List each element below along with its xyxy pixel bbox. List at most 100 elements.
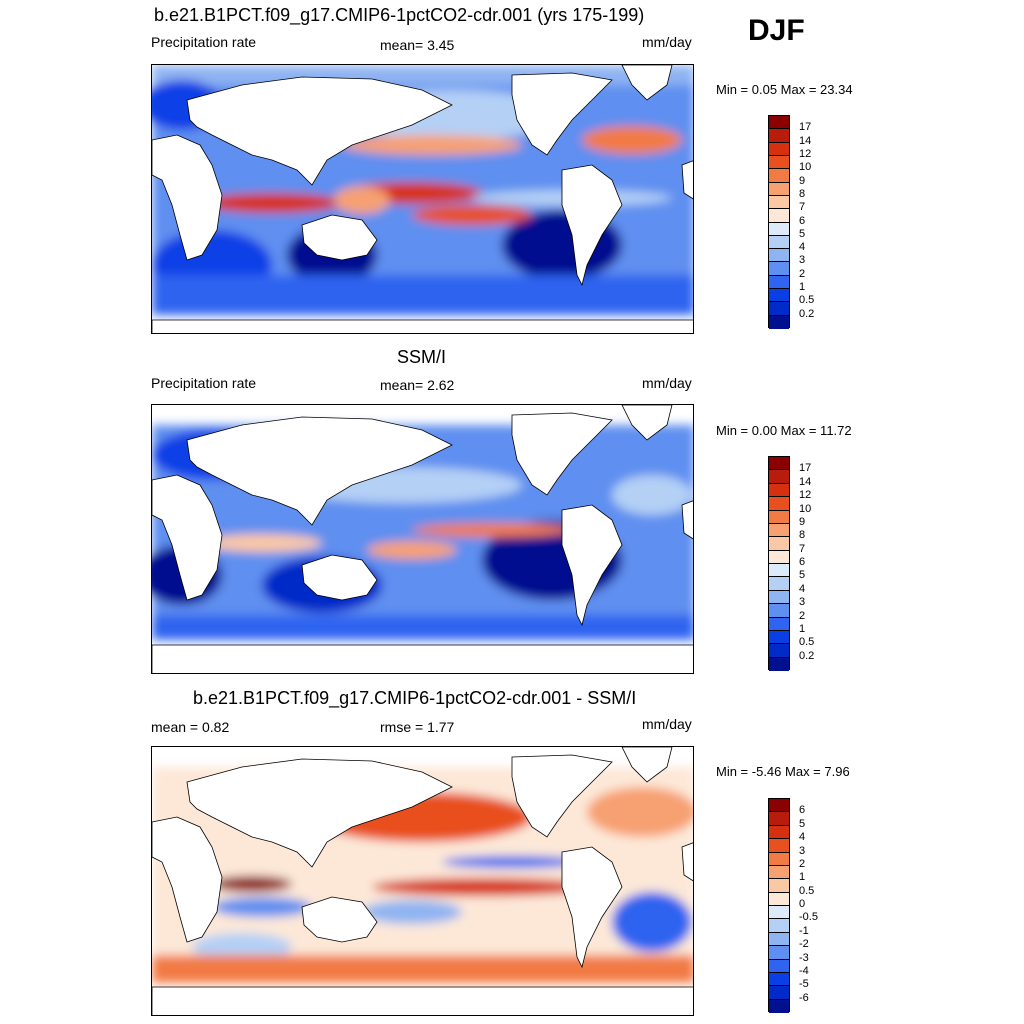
colorbar-tick-label: 10 [799,161,812,174]
colorbar-tick-label: 5 [799,227,806,240]
colorbar-tick-label: 3 [799,844,806,857]
panel-1-units-label: mm/day [642,34,692,50]
colorbar-swatch [769,222,789,236]
colorbar-tick-label: 9 [799,515,806,528]
colorbar-swatch [769,799,789,813]
colorbar-tick-label: 2 [799,267,806,280]
colorbar-tick-label: 0.5 [799,294,815,307]
colorbar-swatch [769,879,789,893]
colorbar-swatch [769,919,789,933]
colorbar-swatch [769,209,789,223]
colorbar-swatch [769,852,789,866]
colorbar-tick-label: 4 [799,582,806,595]
colorbar-tick-label: 1 [799,281,806,294]
colorbar-tick-label: 17 [799,462,812,475]
colorbar-swatch [769,275,789,290]
colorbar-swatch [769,617,789,631]
panel-3-mean-label: mean = 0.82 [151,719,230,735]
colorbar-swatch [769,644,789,658]
colorbar-tick-label: 6 [799,804,806,817]
colorbar-swatch [769,537,789,551]
colorbar-tick-label: 9 [799,174,806,187]
panel-1-title: b.e21.B1PCT.f09_g17.CMIP6-1pctCO2-cdr.00… [154,5,645,25]
panel-1-variable-label: Precipitation rate [151,34,257,50]
colorbar-tick-label: 12 [799,147,812,160]
colorbar-tick-label: 4 [799,241,806,254]
panel-1-coastlines [152,65,693,333]
colorbar-tick-label: 0.2 [799,649,815,662]
colorbar-swatch [769,483,789,498]
colorbar-tick-label: -0.5 [799,911,818,924]
panel-3-map [151,746,694,1016]
colorbar-swatch [769,302,789,316]
colorbar-swatch [769,604,789,618]
panel-3-colorbar [768,798,790,1013]
panel-2-map [151,404,694,674]
colorbar-swatch [769,865,789,880]
colorbar-swatch [769,972,789,987]
colorbar-swatch [769,249,789,263]
colorbar-swatch [769,195,789,210]
colorbar-swatch [769,169,789,183]
colorbar-tick-label: 14 [799,475,812,488]
colorbar-swatch [769,142,789,156]
panel-1-minmax: Min = 0.05 Max = 23.34 [716,82,853,97]
colorbar-tick-label: 1 [799,871,806,884]
colorbar-tick-label: 6 [799,214,806,227]
colorbar-swatch [769,315,789,329]
panel-1-mean-label: mean= 3.45 [380,37,455,53]
colorbar-swatch [769,497,789,511]
colorbar-swatch [769,235,789,250]
colorbar-swatch [769,892,789,906]
colorbar-swatch [769,510,789,524]
colorbar-tick-label: 0.5 [799,884,815,897]
colorbar-tick-label: 7 [799,201,806,214]
panel-2-title: SSM/I [397,347,447,367]
colorbar-tick-label: 0.2 [799,307,815,320]
panel-2-variable-label: Precipitation rate [151,375,257,391]
colorbar-swatch [769,457,789,471]
panel-3-minmax: Min = -5.46 Max = 7.96 [716,764,850,779]
panel-2-colorbar [768,456,790,671]
colorbar-tick-label: 5 [799,817,806,830]
colorbar-tick-label: 12 [799,489,812,502]
colorbar-swatch [769,906,789,920]
panel-2-mean-label: mean= 2.62 [380,377,455,393]
colorbar-tick-label: -5 [799,978,809,991]
panel-3-units-label: mm/day [642,716,692,732]
colorbar-tick-label: 8 [799,187,806,200]
colorbar-swatch [769,182,789,196]
panel-3-title: b.e21.B1PCT.f09_g17.CMIP6-1pctCO2-cdr.00… [193,688,637,708]
panel-2-minmax: Min = 0.00 Max = 11.72 [716,423,852,438]
colorbar-swatch [769,470,789,484]
panel-3-coastlines [152,747,693,1015]
colorbar-swatch [769,590,789,605]
colorbar-swatch [769,564,789,578]
colorbar-tick-label: -4 [799,964,809,977]
season-label: DJF [748,14,805,47]
colorbar-swatch [769,630,789,645]
colorbar-swatch [769,657,789,671]
panel-3-rmse-label: rmse = 1.77 [380,719,455,735]
colorbar-swatch [769,550,789,564]
colorbar-tick-label: 10 [799,502,812,515]
colorbar-swatch [769,812,789,826]
colorbar-tick-label: 1 [799,622,806,635]
colorbar-tick-label: -2 [799,938,809,951]
colorbar-swatch [769,839,789,853]
colorbar-swatch [769,959,789,973]
colorbar-tick-label: 8 [799,529,806,542]
colorbar-tick-label: -3 [799,951,809,964]
colorbar-tick-label: 3 [799,596,806,609]
colorbar-tick-label: 14 [799,134,812,147]
colorbar-swatch [769,825,789,840]
colorbar-tick-label: 7 [799,542,806,555]
colorbar-tick-label: 0 [799,898,806,910]
panel-1-map [151,64,694,334]
colorbar-tick-label: -1 [799,924,809,937]
panel-1-colorbar [768,115,790,329]
colorbar-swatch [769,577,789,591]
colorbar-tick-label: 17 [799,121,812,134]
colorbar-tick-label: 2 [799,857,806,870]
colorbar-swatch [769,289,789,303]
